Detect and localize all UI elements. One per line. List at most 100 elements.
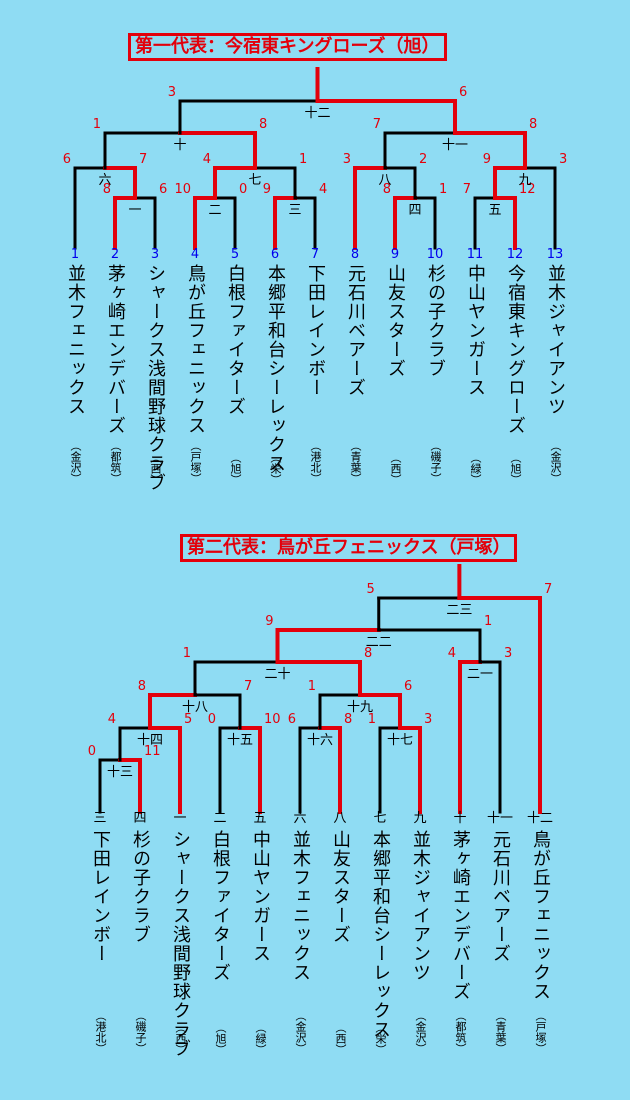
s2-match-label: 十四 — [137, 733, 163, 748]
s1-score-left: 3 — [168, 85, 176, 100]
s2-score-left: 6 — [288, 712, 296, 727]
s2-score-left: 5 — [366, 582, 374, 597]
s1-match-label: 七 — [248, 173, 261, 188]
s2-team-name: 中山ヤンガース — [250, 830, 271, 963]
s2-team-area: （西） — [334, 1022, 347, 1055]
s1-team-name: 中山ヤンガース — [465, 264, 486, 397]
s1-team-area: （磯子） — [429, 440, 442, 484]
s2-team-area: （都筑） — [454, 1010, 467, 1054]
s2-match-label: 十五 — [227, 733, 253, 748]
s1-team-area: （都筑） — [109, 440, 122, 484]
s2-score-right: 7 — [244, 679, 252, 694]
s2-match-label: 二三 — [446, 603, 472, 618]
s2-match-label: 十三 — [107, 765, 133, 780]
s2-seed-number: 十二 — [527, 811, 553, 826]
s2-score-left: 4 — [448, 646, 456, 661]
s1-seed-number: 6 — [271, 247, 279, 262]
s2-seed-number: 二 — [213, 811, 226, 826]
s1-score-right: 8 — [529, 117, 537, 132]
s1-team-name: 鳥が丘フェニックス — [185, 264, 206, 435]
s2-seed-number: 四 — [133, 811, 146, 826]
s1-score-left: 1 — [93, 117, 101, 132]
s2-score-left: 9 — [265, 614, 273, 629]
s1-match-label: 一 — [128, 203, 141, 218]
s1-score-right: 1 — [299, 152, 307, 167]
s1-team-name: 並木ジャイアンツ — [545, 264, 566, 416]
s1-team-name: 並木フェニックス — [65, 264, 86, 416]
s1-score-left: 7 — [463, 182, 471, 197]
s1-score-left: 8 — [103, 182, 111, 197]
s2-team-name: 山友スターズ — [330, 830, 351, 944]
s2-match-label: 十七 — [387, 733, 413, 748]
s1-score-left: 9 — [483, 152, 491, 167]
s1-seed-number: 5 — [231, 247, 239, 262]
s2-seed-number: 一 — [173, 811, 186, 826]
s2-seed-number: 十一 — [487, 811, 513, 826]
s2-team-name: 元石川ベアーズ — [490, 830, 511, 963]
s2-score-right: 5 — [184, 712, 192, 727]
s1-team-area: （西） — [149, 452, 162, 485]
s2-team-area: （栄） — [374, 1022, 387, 1055]
s2-match-label: 二十 — [264, 667, 290, 682]
s2-team-area: （戸塚） — [534, 1010, 547, 1054]
s2-score-left: 1 — [308, 679, 316, 694]
s1-team-name: 茅ヶ崎エンデバーズ — [105, 264, 126, 435]
s1-match-label: 九 — [518, 173, 531, 188]
s2-team-area: （港北） — [94, 1010, 107, 1054]
s1-seed-number: 1 — [71, 247, 79, 262]
s2-score-right: 10 — [264, 712, 281, 727]
s1-team-name: 杉の子クラブ — [425, 264, 446, 378]
s1-team-area: （旭） — [509, 452, 522, 485]
s1-score-right: 12 — [519, 182, 536, 197]
s2-match-label: 十九 — [347, 700, 373, 715]
s1-score-right: 6 — [159, 182, 167, 197]
s1-match-label: 十一 — [442, 138, 468, 153]
s1-seed-number: 9 — [391, 247, 399, 262]
s1-score-left: 3 — [343, 152, 351, 167]
s1-team-area: （金沢） — [69, 440, 82, 484]
s2-seed-number: 六 — [293, 811, 306, 826]
s1-seed-number: 10 — [427, 247, 444, 262]
s2-score-right: 8 — [364, 646, 372, 661]
s1-match-label: 三 — [288, 203, 301, 218]
s1-match-label: 十 — [173, 138, 186, 153]
s2-score-right: 6 — [404, 679, 412, 694]
s2-match-label: 十八 — [182, 700, 208, 715]
s2-team-name: 茅ヶ崎エンデバーズ — [450, 830, 471, 1001]
s2-seed-number: 九 — [413, 811, 426, 826]
s2-team-name: 並木フェニックス — [290, 830, 311, 982]
s2-seed-number: 七 — [373, 811, 386, 826]
s1-team-name: 本郷平和台シーレックス — [265, 264, 286, 473]
s2-team-area: （金沢） — [414, 1010, 427, 1054]
s1-team-area: （青葉） — [349, 440, 362, 484]
s1-score-right: 6 — [459, 85, 467, 100]
s2-score-right: 11 — [144, 744, 161, 759]
s2-score-left: 8 — [138, 679, 146, 694]
s1-team-name: 元石川ベアーズ — [345, 264, 366, 397]
s1-match-label: 八 — [378, 173, 391, 188]
s1-team-name: 今宿東キングローズ — [505, 264, 526, 435]
s2-score-right: 1 — [484, 614, 492, 629]
s1-team-name: 山友スターズ — [385, 264, 406, 378]
s1-match-label: 四 — [408, 203, 421, 218]
s1-score-left: 7 — [373, 117, 381, 132]
s2-team-area: （金沢） — [294, 1010, 307, 1054]
s2-score-left: 0 — [208, 712, 216, 727]
s1-match-label: 五 — [488, 203, 501, 218]
s1-team-area: （西） — [389, 452, 402, 485]
s2-team-area: （緑） — [254, 1022, 267, 1055]
s2-score-right: 8 — [344, 712, 352, 727]
s1-score-right: 3 — [559, 152, 567, 167]
s2-score-left: 1 — [368, 712, 376, 727]
s1-seed-number: 7 — [311, 247, 319, 262]
s1-seed-number: 8 — [351, 247, 359, 262]
s1-team-area: （金沢） — [549, 440, 562, 484]
s2-seed-number: 十 — [453, 811, 466, 826]
s2-team-name: 並木ジャイアンツ — [410, 830, 431, 982]
second-representative-title: 第二代表：鳥が丘フェニックス（戸塚） — [180, 534, 518, 562]
s2-team-name: 鳥が丘フェニックス — [530, 830, 551, 1001]
s1-team-name: 白根ファイターズ — [225, 264, 246, 416]
first-representative-title: 第一代表：今宿東キングローズ（旭） — [128, 33, 447, 61]
s2-match-label: 二二 — [366, 635, 392, 650]
